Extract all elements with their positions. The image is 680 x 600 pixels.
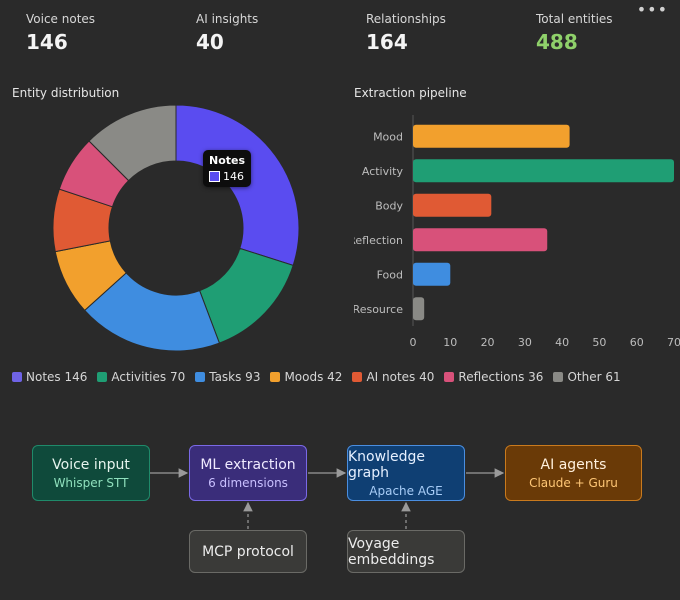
stat-value: 146	[26, 30, 68, 54]
node-subtitle: Claude + Guru	[529, 475, 618, 490]
x-tick-label: 70	[667, 336, 680, 349]
tooltip-title: Notes	[209, 154, 246, 167]
legend-swatch	[553, 372, 564, 382]
ellipsis-icon[interactable]: •••	[636, 0, 668, 19]
legend-item[interactable]: Notes 146	[12, 370, 87, 384]
legend-swatch	[12, 372, 22, 382]
x-tick-label: 60	[630, 336, 644, 349]
stat-value: 164	[366, 30, 408, 54]
node-subtitle: 6 dimensions	[208, 475, 288, 490]
stat-label: AI insights	[196, 12, 259, 26]
donut-slice-other[interactable]	[88, 104, 177, 182]
legend-swatch	[352, 372, 363, 382]
legend-item[interactable]: Reflections 36	[444, 370, 543, 384]
legend-label: Activities 70	[111, 370, 186, 384]
legend-item[interactable]: AI notes 40	[352, 370, 434, 384]
legend-label: Reflections 36	[458, 370, 544, 384]
stat-label: Voice notes	[26, 12, 96, 26]
node-title: ML extraction	[200, 456, 296, 473]
node-subtitle: Apache AGE	[369, 483, 443, 498]
knowledge-graph-node[interactable]: Knowledge graph Apache AGE	[347, 445, 465, 501]
x-tick-label: 30	[518, 336, 532, 349]
bar-reflection[interactable]	[413, 228, 548, 252]
stat-label: Relationships	[366, 12, 446, 26]
chart-tooltip: Notes 146	[203, 150, 252, 187]
stat-relationships: Relationships 164	[366, 12, 446, 54]
tooltip-value: 146	[223, 170, 244, 183]
y-tick-label: Reflection	[354, 234, 403, 247]
legend-swatch	[195, 372, 206, 382]
stat-ai-insights: AI insights 40	[196, 12, 258, 54]
legend-label: Tasks 93	[209, 370, 261, 384]
bar-mood[interactable]	[413, 124, 570, 148]
y-tick-label: Resource	[354, 303, 403, 316]
x-tick-label: 10	[443, 336, 457, 349]
entity-distribution-title: Entity distribution	[12, 86, 120, 100]
voyage-embeddings-node[interactable]: Voyage embeddings	[347, 530, 465, 573]
extraction-pipeline-title: Extraction pipeline	[354, 86, 467, 100]
ml-extraction-node[interactable]: ML extraction 6 dimensions	[189, 445, 307, 501]
node-title: Voyage embeddings	[348, 535, 435, 568]
node-subtitle: Whisper STT	[53, 475, 129, 490]
node-title: Voice input	[52, 456, 130, 473]
stat-value: 488	[536, 30, 578, 54]
stat-value: 40	[196, 30, 224, 54]
node-title: Knowledge graph	[348, 448, 425, 481]
bar-food[interactable]	[413, 262, 451, 286]
mcp-protocol-node[interactable]: MCP protocol	[189, 530, 307, 573]
node-title: AI agents	[540, 456, 607, 473]
legend-swatch	[444, 372, 455, 382]
ai-agents-node[interactable]: AI agents Claude + Guru	[505, 445, 642, 501]
chart-legend: Notes 146 Activities 70 Tasks 93 Moods 4…	[12, 370, 621, 384]
voice-input-node[interactable]: Voice input Whisper STT	[32, 445, 150, 501]
legend-item[interactable]: Moods 42	[270, 370, 342, 384]
entity-donut-chart	[52, 104, 300, 352]
y-tick-label: Body	[375, 199, 403, 212]
stat-label: Total entities	[536, 12, 613, 26]
legend-label: Moods 42	[284, 370, 343, 384]
legend-swatch	[97, 372, 108, 382]
y-tick-label: Food	[377, 268, 403, 281]
legend-label: Other 61	[567, 370, 621, 384]
bar-body[interactable]	[413, 193, 492, 217]
legend-swatch	[270, 372, 281, 382]
x-tick-label: 40	[555, 336, 569, 349]
legend-item[interactable]: Other 61	[553, 370, 621, 384]
node-title: MCP protocol	[202, 543, 294, 560]
x-tick-label: 50	[592, 336, 606, 349]
bar-resource[interactable]	[413, 297, 425, 321]
x-tick-label: 20	[481, 336, 495, 349]
pipeline-bar-chart: Mood Activity Body Reflection Food Resource 0 1…	[354, 115, 680, 349]
tooltip-swatch	[209, 171, 220, 182]
stat-voice-notes: Voice notes 146	[26, 12, 95, 54]
legend-item[interactable]: Tasks 93	[195, 370, 260, 384]
y-tick-label: Activity	[362, 165, 404, 178]
x-tick-label: 0	[410, 336, 417, 349]
stat-total-entities: Total entities 488	[536, 12, 613, 54]
y-tick-label: Mood	[373, 130, 403, 143]
legend-label: Notes 146	[26, 370, 88, 384]
legend-label: AI notes 40	[366, 370, 435, 384]
bar-activity[interactable]	[413, 159, 674, 183]
legend-item[interactable]: Activities 70	[97, 370, 185, 384]
